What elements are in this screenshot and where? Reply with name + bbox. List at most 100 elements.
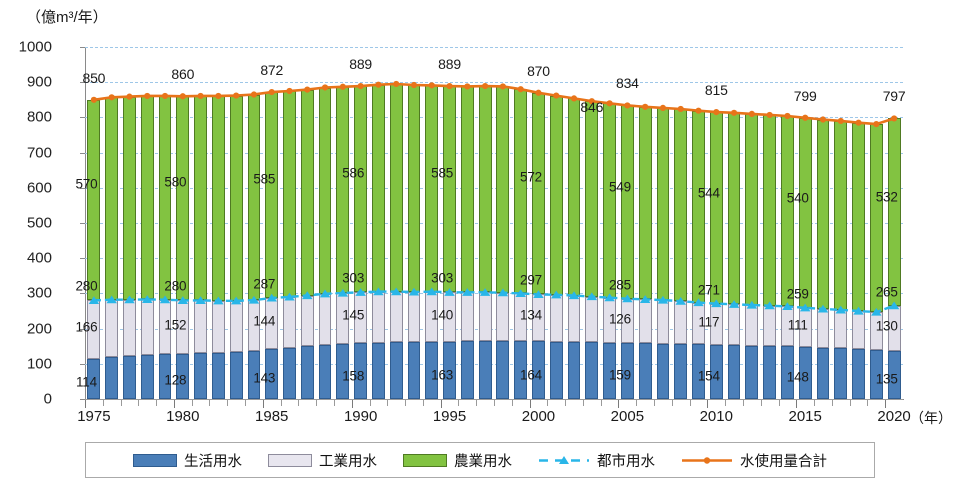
bar-2006 xyxy=(638,106,652,399)
urban-label-2000: 297 xyxy=(520,272,542,288)
urban-water-line-marker xyxy=(604,293,615,302)
y-tick-800: 800 xyxy=(26,108,52,126)
domestic-label-2020: 135 xyxy=(875,371,898,387)
x-tick-mark-1990 xyxy=(351,399,353,408)
urban-water-line-marker xyxy=(675,296,686,305)
urban-water-line-marker xyxy=(479,288,491,296)
total-water-line-marker xyxy=(108,94,115,101)
industry-label-2015: 111 xyxy=(787,317,808,333)
total-water-line-marker xyxy=(642,103,649,110)
bar-2000 xyxy=(532,92,545,399)
gridline-100 xyxy=(85,363,903,365)
bar-segment-domestic-1997 xyxy=(478,340,492,399)
x-tick-mark-1989 xyxy=(333,399,335,406)
bar-1982 xyxy=(211,95,225,399)
x-tick-mark-1984 xyxy=(245,399,247,406)
bar-2001 xyxy=(549,95,563,399)
bar-segment-domestic-2019 xyxy=(869,349,883,399)
industry-label-2020: 130 xyxy=(875,318,898,334)
bar-2012 xyxy=(745,113,759,399)
urban-water-line-marker xyxy=(657,295,669,304)
urban-water-line-marker xyxy=(622,294,633,303)
legend-item-1[interactable]: 工業用水 xyxy=(268,450,377,471)
urban-water-line-marker xyxy=(782,302,793,310)
bar-segment-domestic-2003 xyxy=(585,342,599,399)
bar-1980 xyxy=(176,96,190,399)
gridline-300 xyxy=(85,293,903,295)
legend-item-3[interactable]: 都市用水 xyxy=(538,450,655,471)
urban-label-1980: 280 xyxy=(164,278,187,294)
industry-label-1985: 144 xyxy=(253,313,276,329)
bar-segment-domestic-2016 xyxy=(816,347,830,399)
bar-segment-domestic-1992 xyxy=(389,342,403,399)
bar-1978 xyxy=(140,95,154,399)
gridline-1000 xyxy=(85,47,903,48)
bar-1991 xyxy=(372,84,385,399)
urban-water-line-marker xyxy=(159,295,171,304)
y-tick-mark-1000 xyxy=(80,47,85,48)
urban-water-line-marker xyxy=(888,301,900,310)
urban-water-line-marker xyxy=(248,295,260,304)
total-water-line-marker xyxy=(357,82,364,90)
urban-water-line-marker xyxy=(284,292,295,301)
industry-label-1990: 145 xyxy=(342,307,365,323)
agriculture-label-2010: 544 xyxy=(697,185,720,201)
bar-2010 xyxy=(709,112,723,399)
legend-item-4[interactable]: 水使用量合計 xyxy=(681,450,827,471)
total-water-line-marker xyxy=(677,105,684,113)
y-tick-mark-900 xyxy=(80,82,85,84)
bar-segment-domestic-2007 xyxy=(656,343,670,399)
y-tick-mark-500 xyxy=(80,223,85,224)
total-water-line-marker xyxy=(464,83,471,90)
bar-segment-domestic-1999 xyxy=(514,341,528,399)
bar-1985 xyxy=(265,92,279,399)
y-tick-500: 500 xyxy=(26,214,52,232)
bar-1987 xyxy=(300,89,314,399)
y-tick-200: 200 xyxy=(26,320,52,338)
x-tick-2005: 2005 xyxy=(610,408,645,425)
legend-label-0: 生活用水 xyxy=(184,453,242,470)
urban-label-2015: 259 xyxy=(786,286,809,302)
x-tick-1975: 1975 xyxy=(77,408,111,425)
legend-item-2[interactable]: 農業用水 xyxy=(403,450,512,471)
total-water-line-path xyxy=(93,82,895,126)
urban-water-line-marker xyxy=(497,288,509,297)
domestic-label-2005: 159 xyxy=(608,367,631,383)
total-water-line-marker xyxy=(588,98,595,105)
x-tick-mark-1985 xyxy=(262,399,264,408)
x-tick-mark-1975 xyxy=(85,399,86,408)
bar-segment-domestic-2009 xyxy=(692,344,705,399)
total-water-line-marker xyxy=(891,115,898,122)
legend-item-0[interactable]: 生活用水 xyxy=(133,450,242,471)
urban-water-line-marker xyxy=(764,301,775,310)
bar-segment-domestic-2002 xyxy=(567,341,581,399)
domestic-label-1975: 114 xyxy=(75,374,97,390)
agriculture-label-1990: 586 xyxy=(342,165,365,181)
bar-2004 xyxy=(603,103,616,399)
total-water-line-marker xyxy=(730,109,738,116)
bar-segment-domestic-2006 xyxy=(638,343,652,399)
bar-segment-domestic-2012 xyxy=(745,345,759,399)
x-tick-mark-2009 xyxy=(689,399,691,406)
domestic-label-2015: 148 xyxy=(786,369,809,385)
urban-water-line-path xyxy=(93,290,895,314)
total-water-line-marker xyxy=(766,111,773,119)
bar-2013 xyxy=(763,114,777,399)
total-water-line-marker xyxy=(713,109,720,116)
bar-segment-domestic-2001 xyxy=(549,341,563,399)
y-tick-900: 900 xyxy=(26,73,52,91)
y-tick-100: 100 xyxy=(26,355,52,373)
y-tick-mark-0 xyxy=(80,399,85,400)
total-label-1975: 850 xyxy=(82,69,106,86)
chart-legend: 生活用水 工業用水 農業用水 都市用水 水使用量合計 xyxy=(85,442,875,478)
gridline-600 xyxy=(85,187,903,189)
bar-segment-domestic-2013 xyxy=(763,345,777,399)
urban-water-line-marker xyxy=(319,289,331,298)
bar-segment-domestic-2011 xyxy=(727,345,741,399)
y-tick-0: 0 xyxy=(43,390,52,408)
green-square-swatch xyxy=(403,453,447,467)
x-tick-mark-2001 xyxy=(547,399,549,406)
bar-1993 xyxy=(407,85,421,399)
agriculture-label-1980: 580 xyxy=(164,174,187,190)
bar-1986 xyxy=(283,91,296,399)
